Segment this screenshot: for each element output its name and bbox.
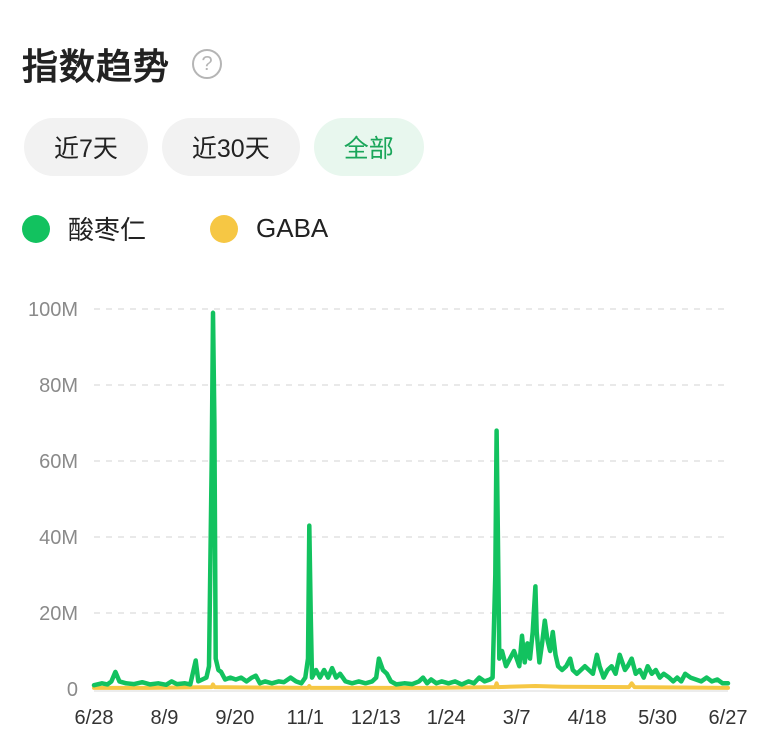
y-tick-label: 0	[67, 679, 78, 701]
y-tick-label: 20M	[39, 603, 78, 625]
trend-chart: 0 20M 40M 60M 80M 100M 6/28 8/9 9/20 11/1 12/13 1/2…	[28, 299, 748, 729]
x-tick-label: 8/9	[151, 707, 179, 729]
legend-dot-yellow	[210, 214, 239, 243]
tab-all[interactable]: 全部	[313, 118, 424, 176]
series-line-suanzaoren[interactable]	[91, 310, 731, 688]
x-tick-label: 11/1	[287, 707, 324, 729]
tab-30-days[interactable]: 近30天	[161, 118, 300, 176]
legend-label: GABA	[256, 213, 329, 243]
legend-dot-green	[22, 214, 50, 243]
title-row: 指数趋势 ?	[22, 38, 223, 90]
x-tick-label: 3/7	[503, 707, 531, 729]
series-line-gaba[interactable]	[92, 681, 730, 690]
legend-item-suanzaoren[interactable]: 酸枣仁	[22, 210, 146, 247]
question-circle-icon[interactable]: ?	[192, 49, 223, 79]
x-tick-label: 5/30	[638, 707, 677, 729]
legend-label: 酸枣仁	[68, 215, 147, 245]
x-tick-label: 1/24	[427, 707, 466, 729]
y-tick-label: 60M	[39, 451, 78, 473]
y-tick-label: 100M	[28, 299, 78, 321]
page-title: 指数趋势	[22, 46, 171, 87]
chart-legend: 酸枣仁 GABA	[22, 210, 392, 247]
x-tick-label: 6/28	[75, 707, 114, 729]
y-tick-label: 40M	[39, 527, 78, 549]
time-range-tabs: 近7天 近30天 全部	[24, 118, 424, 176]
tab-7-days[interactable]: 近7天	[24, 118, 148, 176]
y-tick-label: 80M	[39, 375, 78, 397]
legend-item-gaba[interactable]: GABA	[210, 213, 328, 244]
x-tick-label: 6/27	[709, 707, 748, 729]
x-tick-label: 12/13	[351, 707, 401, 729]
x-tick-label: 9/20	[215, 707, 254, 729]
x-tick-label: 4/18	[568, 707, 607, 729]
